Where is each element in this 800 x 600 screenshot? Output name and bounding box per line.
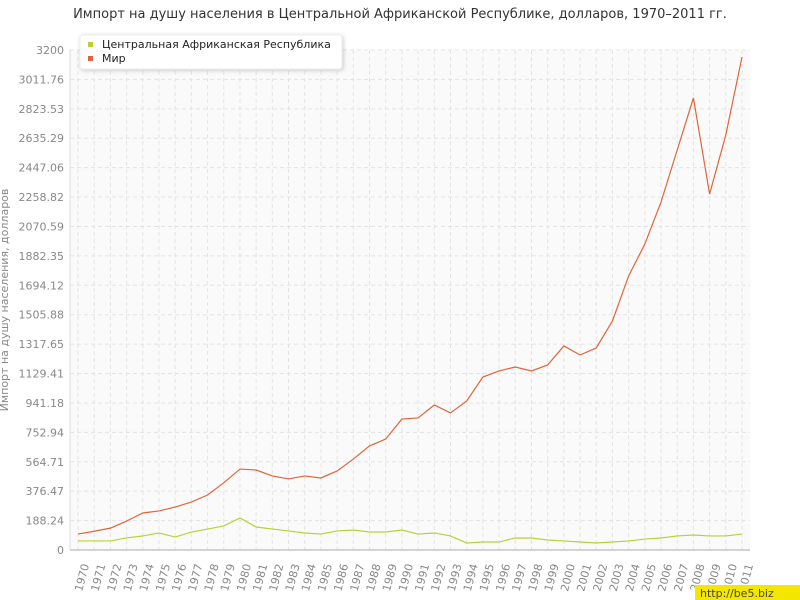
y-tick-label: 0 [57, 544, 64, 557]
legend-label: Центральная Африканская Республика [102, 38, 331, 51]
legend-swatch [88, 42, 93, 47]
series-line [77, 56, 743, 535]
y-tick-label: 564.71 [26, 456, 65, 469]
y-tick-label: 752.94 [26, 426, 65, 439]
y-tick-label: 376.47 [26, 485, 65, 498]
y-tick-label: 941.18 [26, 397, 65, 410]
y-tick-label: 1694.12 [19, 279, 65, 292]
legend-label: Мир [102, 52, 126, 65]
y-tick-label: 2070.59 [19, 220, 65, 233]
y-tick-label: 2823.53 [19, 103, 65, 116]
y-tick-label: 1505.88 [19, 309, 65, 322]
legend-box [79, 34, 343, 70]
y-tick-label: 2635.29 [19, 132, 65, 145]
watermark: http://be5.biz [700, 587, 774, 600]
plot-area [70, 50, 750, 550]
y-tick-label: 1882.35 [19, 250, 65, 263]
y-axis-label: Импорт на душу населения, долларов [0, 189, 11, 412]
y-tick-label: 1317.65 [19, 338, 65, 351]
legend-swatch [88, 56, 93, 61]
y-tick-label: 3011.76 [19, 73, 65, 86]
chart-title: Импорт на душу населения в Центральной А… [73, 7, 727, 22]
y-tick-label: 3200 [36, 44, 64, 57]
y-tick-label: 1129.41 [19, 368, 65, 381]
watermark-bg [695, 585, 800, 600]
y-tick-label: 2447.06 [19, 162, 65, 175]
y-tick-label: 2258.82 [19, 191, 65, 204]
y-tick-label: 188.24 [26, 515, 65, 528]
series-line [78, 517, 743, 544]
